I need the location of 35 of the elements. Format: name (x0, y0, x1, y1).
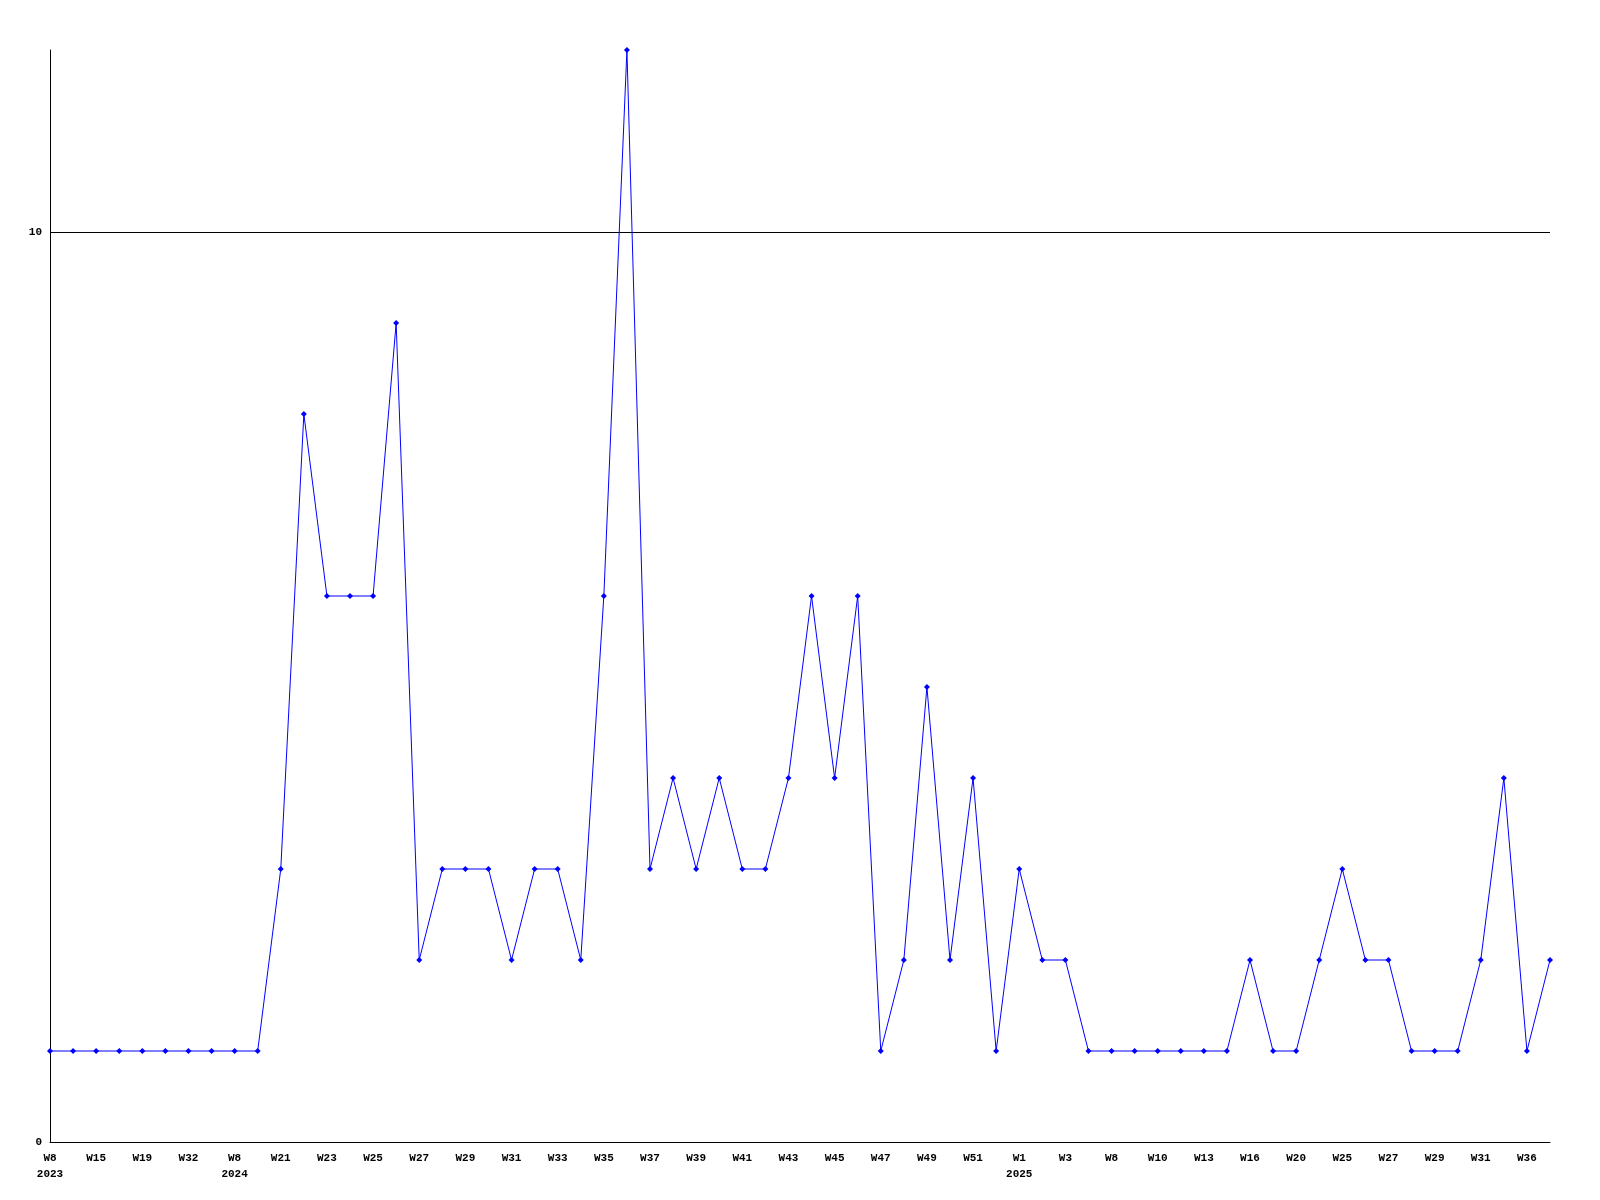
x-tick-label: W21 (270, 1152, 292, 1164)
x-tick-label: W45 (824, 1152, 845, 1164)
x-tick-label: W8 2024 (221, 1152, 249, 1180)
x-tick-label: W29 (455, 1152, 476, 1164)
x-tick-label: W16 (1240, 1152, 1260, 1164)
x-tick-label: W37 (640, 1152, 660, 1164)
x-tick-label: W13 (1193, 1152, 1215, 1164)
x-tick-label: W27 (409, 1152, 430, 1164)
x-tick-label: W25 (1332, 1152, 1353, 1164)
x-tick-label: W15 (86, 1152, 107, 1164)
y-tick-label: 10 (28, 226, 42, 238)
x-tick-label: W1 2025 (1006, 1152, 1033, 1180)
x-tick-label: W39 (686, 1152, 707, 1164)
x-tick-label: W27 (1378, 1152, 1399, 1164)
x-tick-label: W10 (1147, 1152, 1168, 1164)
x-tick-label: W31 (1470, 1152, 1492, 1164)
x-tick-label: W8 (1104, 1152, 1119, 1164)
x-tick-label: W35 (593, 1152, 615, 1164)
x-tick-label: W47 (870, 1152, 891, 1164)
x-tick-label: W36 (1517, 1152, 1537, 1164)
x-tick-label: W33 (547, 1152, 568, 1164)
x-tick-label: W25 (363, 1152, 384, 1164)
y-tick-label: 0 (35, 1136, 42, 1148)
x-tick-label: W8 2023 (36, 1152, 64, 1180)
x-tick-label: W32 (178, 1152, 199, 1164)
x-tick-label: W43 (778, 1152, 799, 1164)
x-tick-label: W31 (501, 1152, 522, 1164)
x-tick-label: W49 (917, 1152, 937, 1164)
x-tick-label: W51 (963, 1152, 984, 1164)
x-tick-label: W29 (1424, 1152, 1445, 1164)
x-tick-label: W23 (317, 1152, 338, 1164)
x-tick-label: W3 (1058, 1152, 1073, 1164)
x-tick-label: W20 (1286, 1152, 1307, 1164)
x-tick-label: W41 (732, 1152, 753, 1164)
x-tick-label: W19 (132, 1152, 153, 1164)
